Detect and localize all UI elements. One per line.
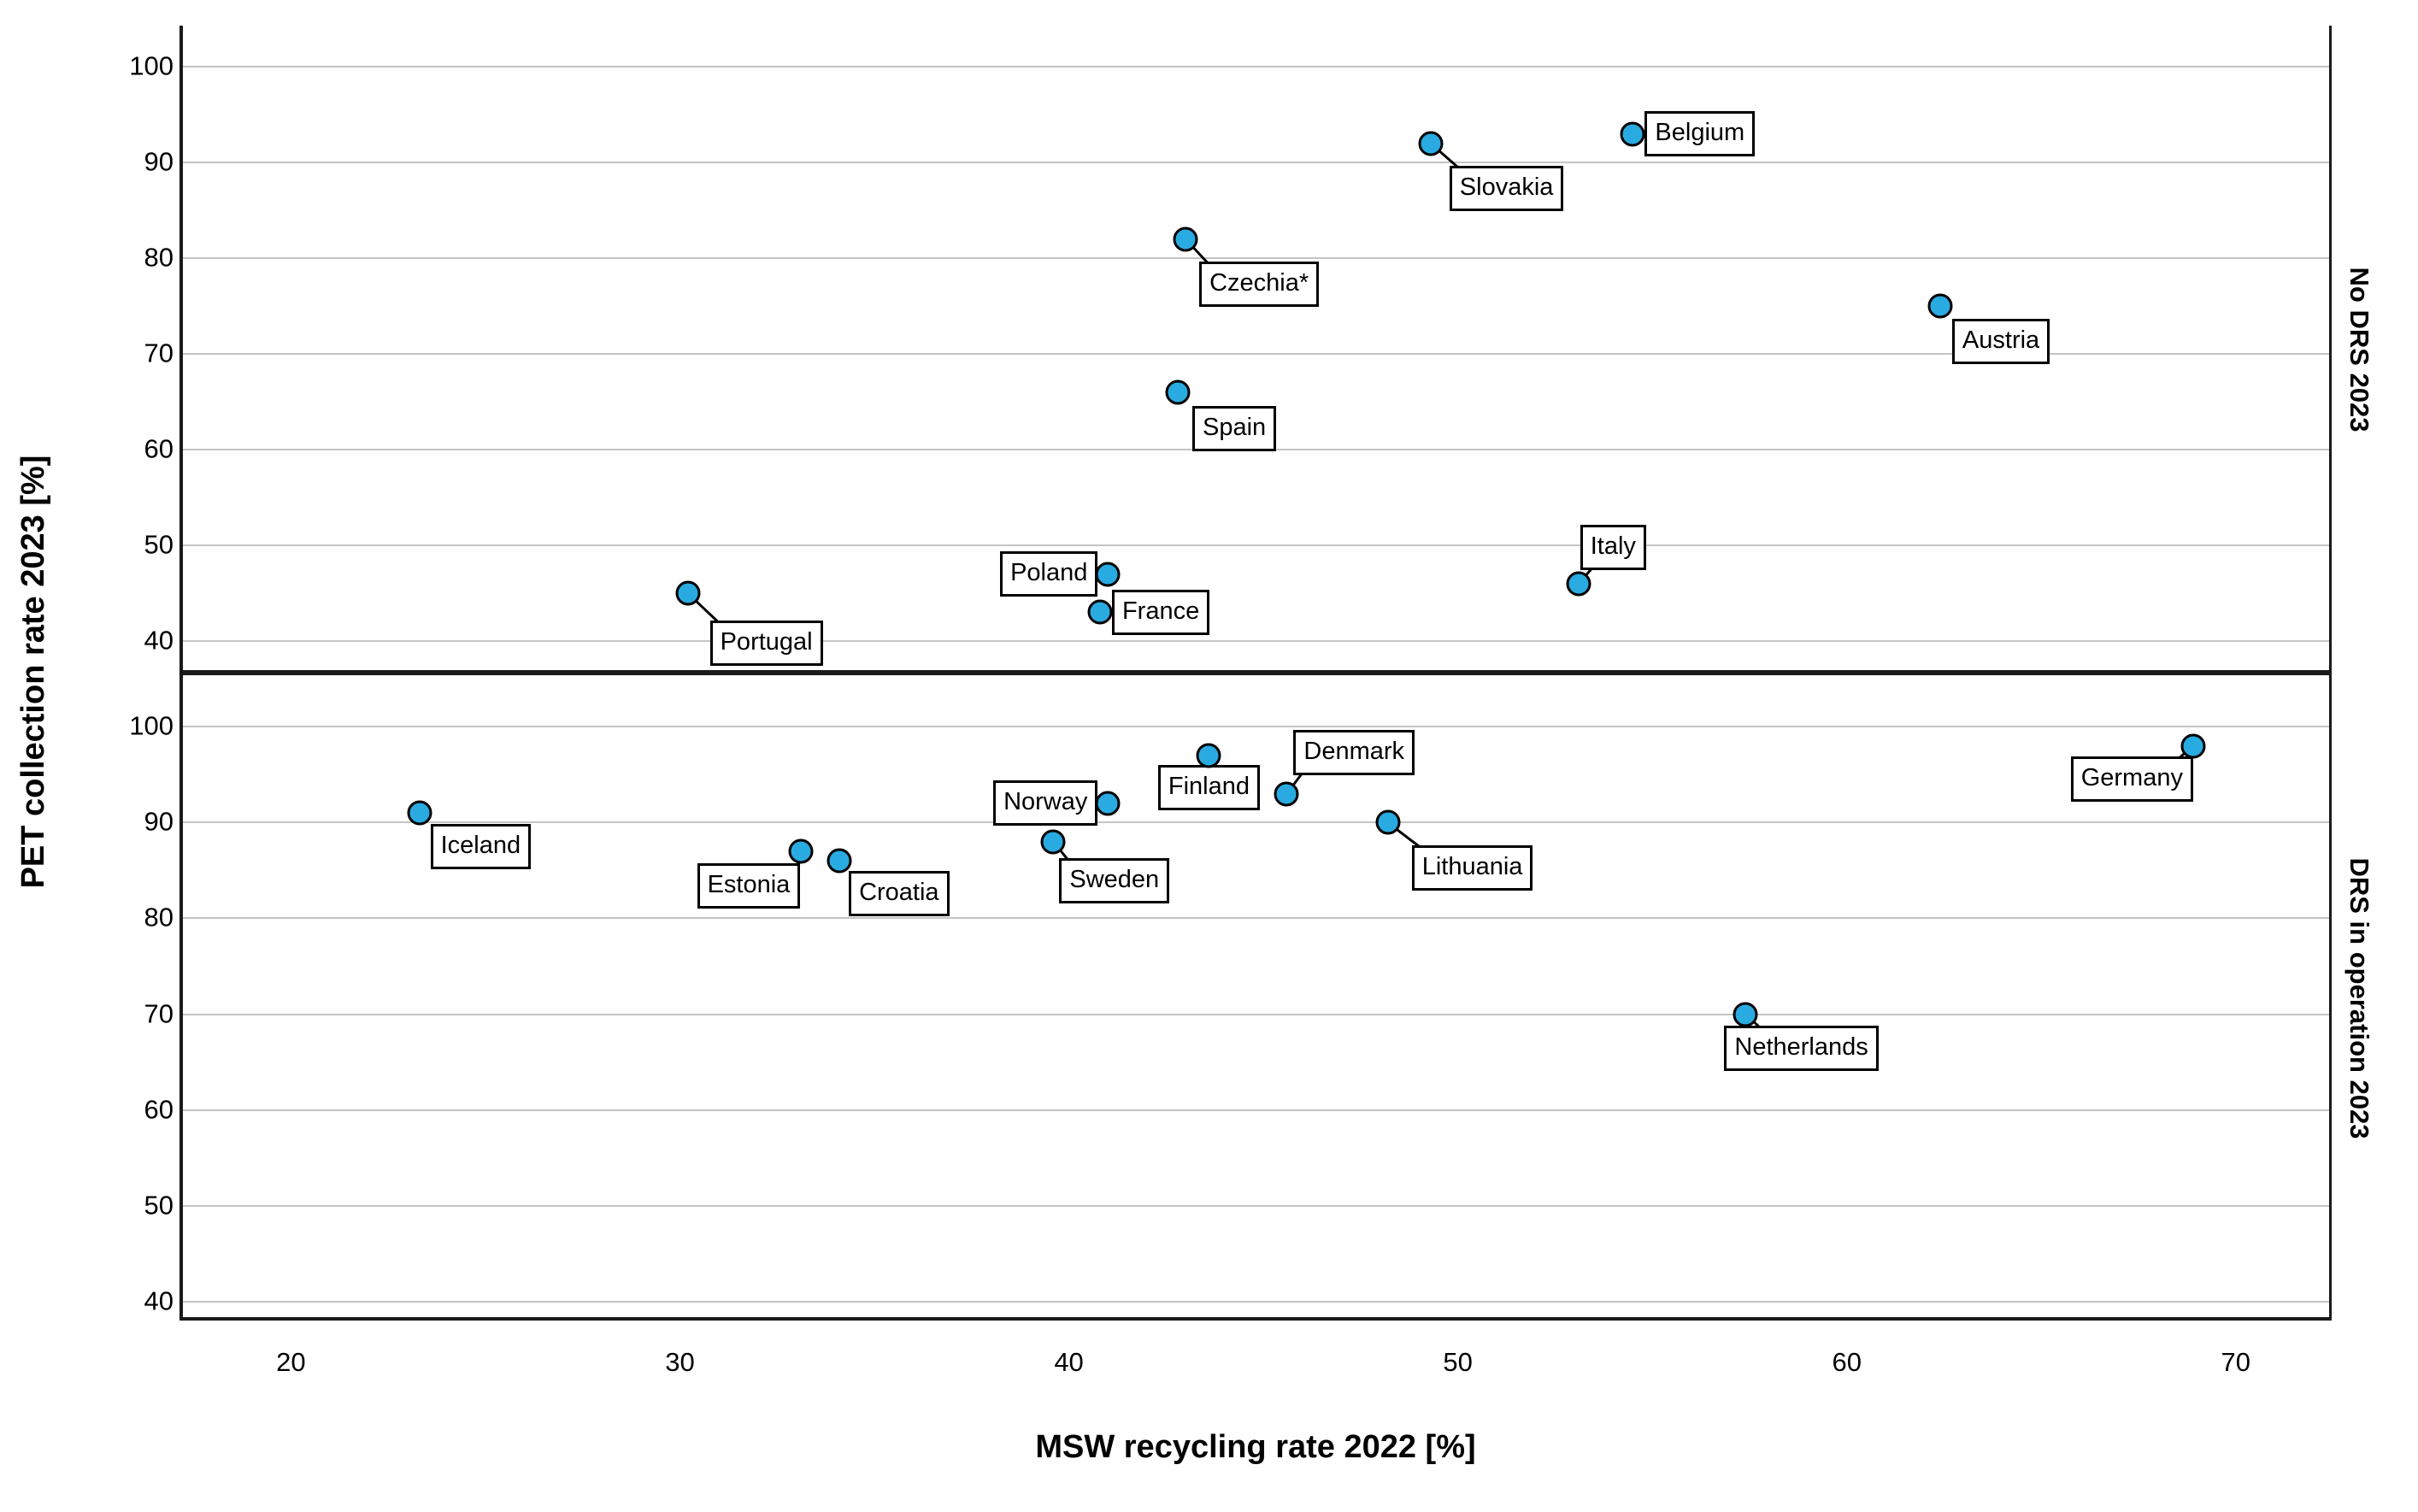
data-point-marker xyxy=(675,580,701,606)
y-tick-label: 40 xyxy=(144,1285,174,1316)
gridline xyxy=(182,257,2329,260)
y-tick-label: 60 xyxy=(144,1093,174,1124)
data-point-marker xyxy=(827,848,852,874)
data-point-marker xyxy=(1620,121,1645,147)
x-axis-title: MSW recycling rate 2022 [%] xyxy=(1035,1429,1476,1465)
data-point-marker xyxy=(1566,571,1591,597)
y-tick-label: 70 xyxy=(144,338,174,368)
x-tick-label: 20 xyxy=(276,1347,306,1377)
data-point-marker xyxy=(407,800,432,826)
y-tick-label: 40 xyxy=(144,625,174,656)
gridline xyxy=(182,917,2329,920)
gridline xyxy=(182,66,2329,68)
data-point-marker xyxy=(1173,227,1198,252)
y-tick-label: 50 xyxy=(144,529,174,560)
data-point-marker xyxy=(788,838,814,864)
country-label: Austria xyxy=(1951,319,2050,365)
country-label: Sweden xyxy=(1059,857,1170,903)
panel-separator xyxy=(179,670,2332,675)
panel-strip-label: No DRS 2023 xyxy=(2344,267,2374,432)
y-tick-label: 70 xyxy=(144,997,174,1028)
gridline xyxy=(182,1109,2329,1111)
y-tick-label: 60 xyxy=(144,433,174,464)
gridline xyxy=(182,544,2329,547)
data-point-marker xyxy=(1095,791,1121,816)
gridline xyxy=(182,821,2329,824)
gridline xyxy=(182,726,2329,728)
gridline xyxy=(182,1013,2329,1015)
data-point-marker xyxy=(1733,1002,1758,1027)
country-label: Italy xyxy=(1580,524,1646,570)
country-label: Estonia xyxy=(697,863,801,909)
gridline xyxy=(182,1204,2329,1207)
y-tick-label: 90 xyxy=(144,146,174,177)
data-point-marker xyxy=(1375,809,1401,835)
country-label: Finland xyxy=(1157,764,1261,810)
country-label: Czechia* xyxy=(1199,261,1320,307)
country-label: Slovakia xyxy=(1449,165,1564,211)
data-point-marker xyxy=(1418,131,1444,156)
y-tick-label: 100 xyxy=(129,710,174,741)
x-tick-label: 50 xyxy=(1443,1347,1473,1377)
country-label: Spain xyxy=(1191,405,1277,451)
x-tick-label: 60 xyxy=(1832,1347,1862,1377)
data-point-marker xyxy=(1087,599,1113,625)
data-point-marker xyxy=(2180,733,2206,759)
data-point-marker xyxy=(1196,743,1221,768)
gridline xyxy=(182,1300,2329,1303)
country-label: Germany xyxy=(2070,756,2193,802)
data-point-marker xyxy=(1165,379,1191,405)
country-label: Croatia xyxy=(849,871,950,917)
country-label: Denmark xyxy=(1293,729,1415,775)
country-label: Portugal xyxy=(709,621,823,667)
y-tick-label: 80 xyxy=(144,902,174,932)
gridline xyxy=(182,162,2329,164)
data-point-marker xyxy=(1274,781,1299,807)
country-label: Iceland xyxy=(430,824,532,870)
country-label: Poland xyxy=(1000,551,1098,597)
country-label: France xyxy=(1111,589,1210,635)
x-tick-label: 40 xyxy=(1054,1347,1084,1377)
country-label: Belgium xyxy=(1644,111,1756,157)
data-point-marker xyxy=(1927,293,1953,319)
y-tick-label: 50 xyxy=(144,1190,174,1221)
data-point-marker xyxy=(1040,829,1066,855)
y-tick-label: 100 xyxy=(129,50,174,81)
y-tick-label: 80 xyxy=(144,242,174,273)
gridline xyxy=(182,640,2329,643)
x-tick-label: 30 xyxy=(665,1347,695,1377)
panel-strip-label: DRS in operation 2023 xyxy=(2344,856,2374,1139)
country-label: Netherlands xyxy=(1724,1025,1879,1071)
country-label: Lithuania xyxy=(1411,845,1533,891)
y-tick-label: 90 xyxy=(144,806,174,837)
data-point-marker xyxy=(1095,562,1121,587)
gridline xyxy=(182,353,2329,356)
x-tick-label: 70 xyxy=(2221,1347,2251,1377)
x-axis-line xyxy=(179,1317,2332,1321)
country-label: Norway xyxy=(993,780,1098,827)
